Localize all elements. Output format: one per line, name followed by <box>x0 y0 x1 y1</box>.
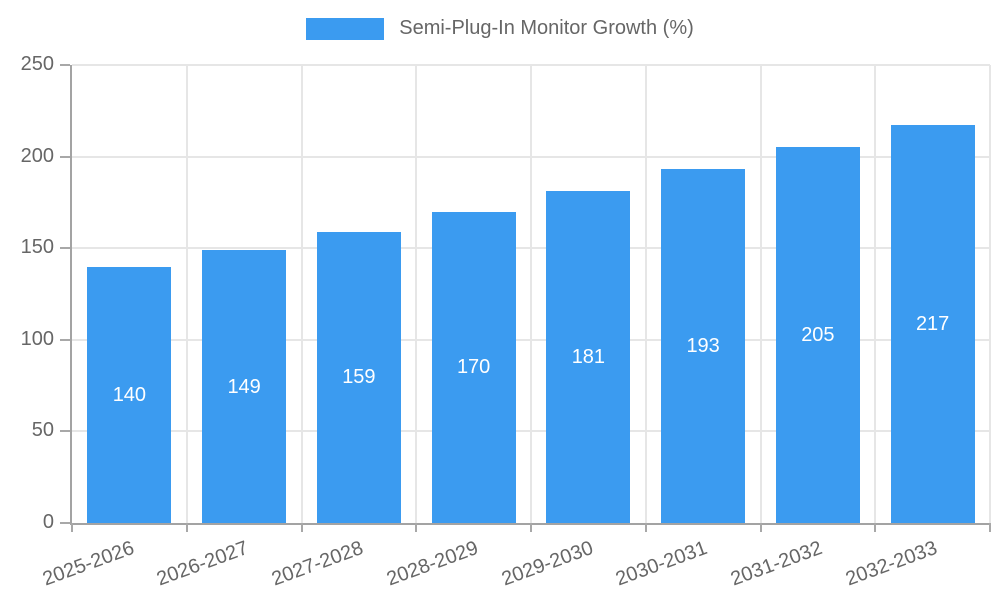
bar-value-label: 205 <box>801 324 835 347</box>
x-axis-label: 2027-2028 <box>268 537 367 591</box>
x-axis-tick <box>874 523 877 532</box>
y-axis-tick <box>60 338 70 341</box>
bar-2028-2029[interactable]: 170 <box>431 211 516 523</box>
gridline-vertical <box>874 65 877 523</box>
gridline-vertical <box>759 65 762 523</box>
y-axis-tick-label: 150 <box>20 236 54 259</box>
x-axis-label: 2030-2031 <box>613 537 711 591</box>
bar-2031-2032[interactable]: 205 <box>775 147 860 523</box>
legend-label: Semi-Plug-In Monitor Growth (%) <box>399 17 694 39</box>
y-axis-tick-label: 250 <box>20 53 54 75</box>
x-axis-tick <box>530 523 532 532</box>
y-axis-tick <box>60 430 70 433</box>
bar-2029-2030[interactable]: 181 <box>546 191 631 523</box>
gridline-vertical <box>989 65 991 523</box>
bar-2027-2028[interactable]: 159 <box>316 231 401 523</box>
bar-2025-2026[interactable]: 140 <box>87 266 172 523</box>
gridline-vertical <box>530 65 532 523</box>
x-axis-label: 2032-2033 <box>842 537 941 591</box>
bar-2026-2027[interactable]: 149 <box>202 250 287 523</box>
x-axis-label: 2029-2030 <box>498 537 596 591</box>
x-axis-label: 2026-2027 <box>154 537 252 591</box>
bar-value-label: 149 <box>227 375 261 398</box>
y-axis-tick-label: 100 <box>20 327 54 350</box>
y-axis-tick <box>60 155 70 158</box>
chart-legend[interactable]: Semi-Plug-In Monitor Growth (%) <box>0 17 1000 40</box>
gridline-vertical <box>185 65 188 523</box>
y-axis-tick-label: 0 <box>42 511 54 533</box>
x-axis-tick <box>415 523 418 532</box>
x-axis-label: 2031-2032 <box>727 537 826 591</box>
x-axis-tick <box>989 523 991 532</box>
y-axis-tick-label: 50 <box>31 419 54 442</box>
plot-area: 0 50 100 150 200 250 140 2025-2026 149 2026-2027 1… <box>21 53 991 590</box>
bar-value-label: 217 <box>915 313 950 336</box>
x-axis-label: 2028-2029 <box>383 537 482 591</box>
bar-value-label: 140 <box>112 383 147 406</box>
legend-swatch <box>306 17 385 40</box>
bar-value-label: 170 <box>456 356 491 379</box>
x-axis-tick <box>300 523 303 532</box>
gridline-vertical <box>644 65 647 523</box>
bar-value-label: 193 <box>686 335 720 358</box>
x-axis-tick <box>759 523 762 532</box>
y-axis-tick <box>60 522 70 524</box>
bar-value-label: 181 <box>571 346 606 369</box>
gridline-vertical <box>415 65 418 523</box>
x-axis-tick <box>185 523 188 532</box>
x-axis-label: 2025-2026 <box>39 537 137 591</box>
x-axis-tick <box>644 523 647 532</box>
gridline-vertical <box>300 65 303 523</box>
y-axis-tick-label: 200 <box>20 144 54 167</box>
y-axis-tick <box>60 247 70 250</box>
bar-2030-2031[interactable]: 193 <box>661 169 746 523</box>
bar-2032-2033[interactable]: 217 <box>890 125 975 523</box>
y-axis-tick <box>60 64 70 66</box>
x-axis-tick <box>71 523 73 532</box>
bar-value-label: 159 <box>342 366 376 389</box>
